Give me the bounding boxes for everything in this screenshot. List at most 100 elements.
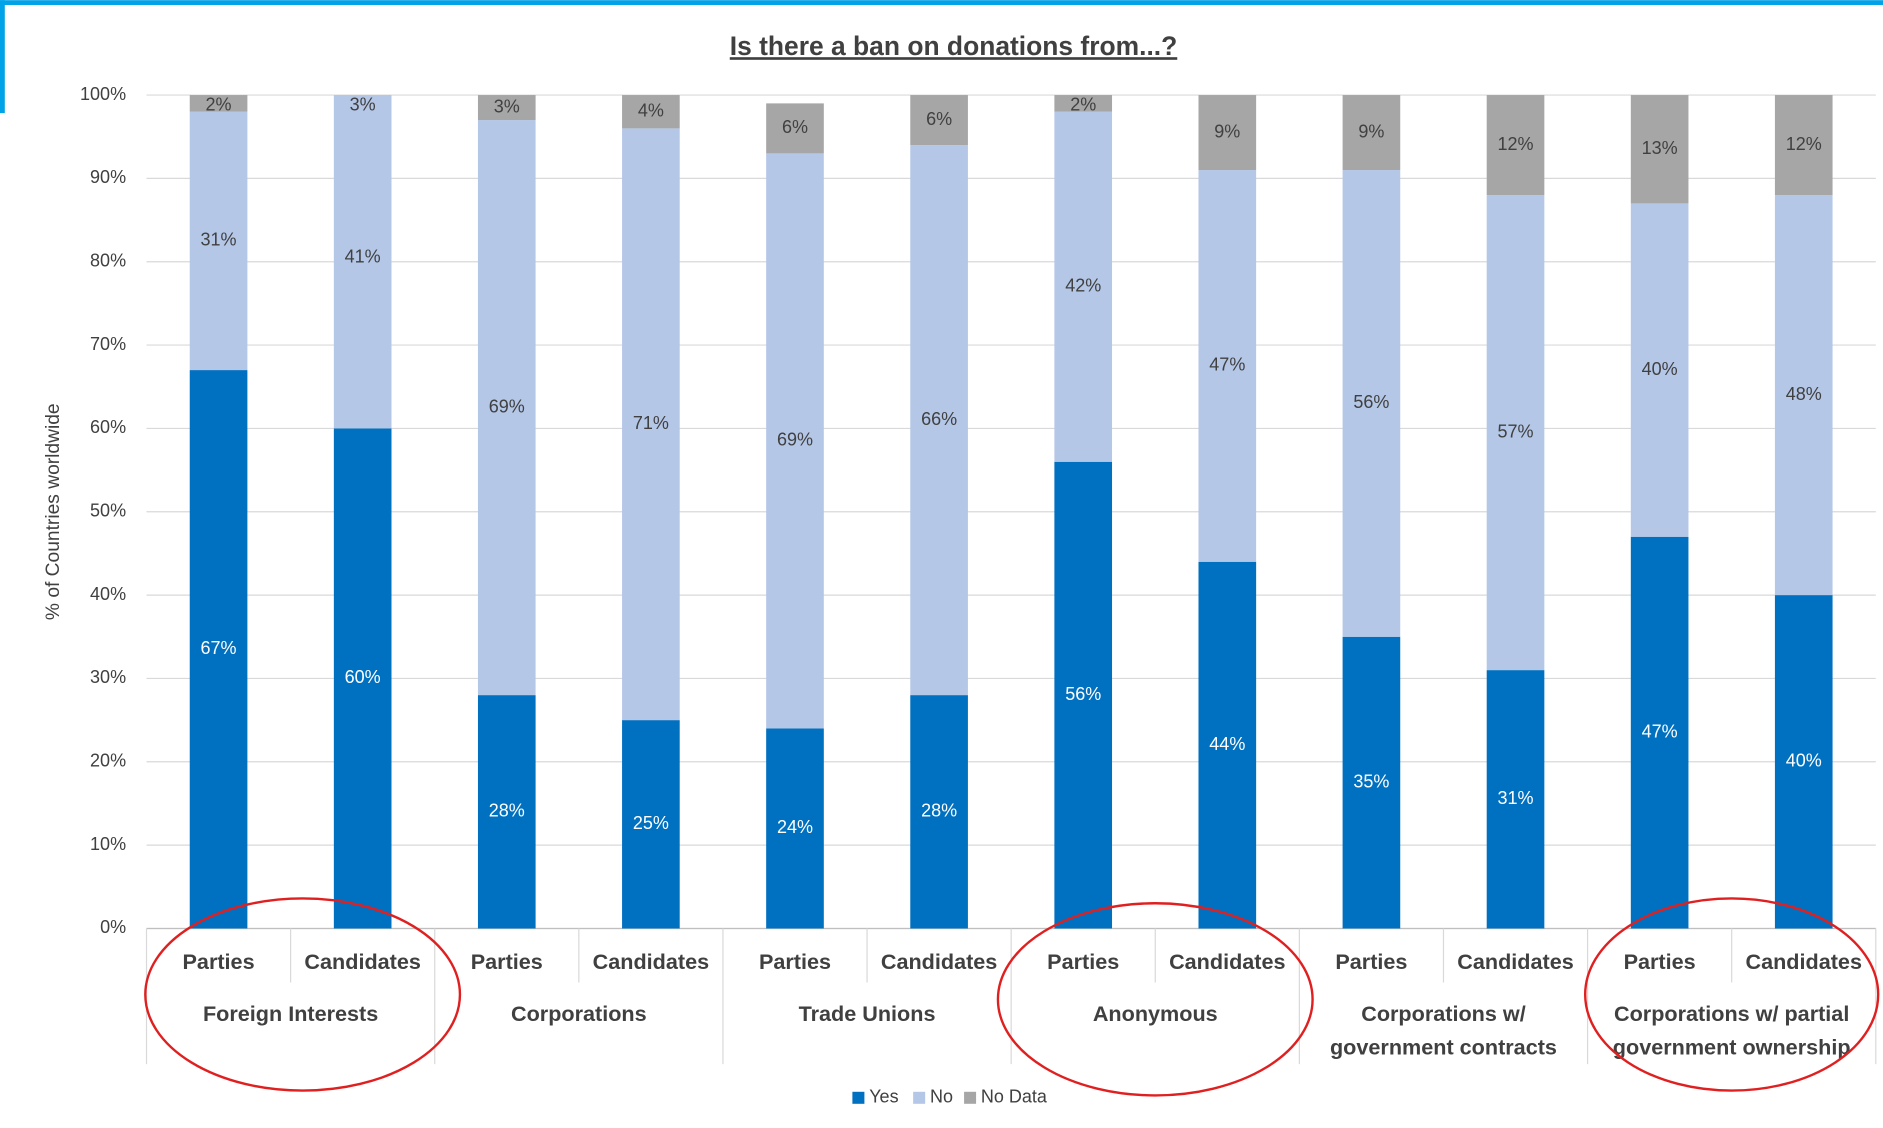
bar-segment bbox=[477, 120, 536, 696]
bar-segment bbox=[477, 95, 536, 121]
data-label: 41% bbox=[345, 246, 381, 266]
y-tick-label: 80% bbox=[90, 250, 126, 270]
bar-segment bbox=[189, 370, 248, 929]
x-tick-label: Parties bbox=[1335, 949, 1407, 974]
y-tick-label: 70% bbox=[90, 334, 126, 354]
legend-swatch bbox=[852, 1091, 865, 1104]
data-label: 47% bbox=[1209, 355, 1245, 375]
data-label: 6% bbox=[926, 109, 952, 129]
data-label: 44% bbox=[1209, 734, 1245, 754]
bar-segment bbox=[1630, 536, 1689, 929]
bar-segment bbox=[1486, 670, 1545, 929]
data-label: 9% bbox=[1358, 121, 1384, 141]
x-tick-label: Candidates bbox=[593, 949, 709, 974]
bar-segment bbox=[766, 153, 824, 729]
bar-segment bbox=[477, 695, 536, 929]
y-tick-label: 20% bbox=[90, 751, 126, 771]
data-label: 24% bbox=[777, 817, 813, 837]
bar-segment bbox=[333, 428, 392, 929]
data-label: 69% bbox=[489, 396, 525, 416]
legend-label: Yes bbox=[869, 1087, 898, 1107]
data-label: 48% bbox=[1786, 384, 1822, 404]
bar-segment bbox=[189, 111, 248, 371]
data-label: 2% bbox=[1070, 95, 1096, 115]
bar-segment bbox=[1342, 95, 1401, 171]
bar-segment bbox=[1774, 195, 1833, 596]
bar-segment bbox=[1486, 195, 1545, 671]
x-tick-label: Parties bbox=[759, 949, 831, 974]
group-label: Trade Unions bbox=[799, 1001, 936, 1026]
data-label: 13% bbox=[1642, 138, 1678, 158]
group-label: Foreign Interests bbox=[203, 1001, 378, 1026]
highlight-ellipse bbox=[144, 897, 462, 1092]
data-label: 47% bbox=[1642, 721, 1678, 741]
data-label: 12% bbox=[1498, 134, 1534, 154]
bar-segment bbox=[1630, 203, 1689, 537]
data-label: 3% bbox=[494, 96, 520, 116]
data-label: 28% bbox=[489, 801, 525, 821]
data-label: 25% bbox=[633, 813, 669, 833]
bar-segment bbox=[910, 95, 968, 146]
y-tick-label: 90% bbox=[90, 167, 126, 187]
data-label: 56% bbox=[1065, 684, 1101, 704]
bar-segment bbox=[189, 95, 248, 112]
data-label: 3% bbox=[350, 95, 376, 115]
bar-segment bbox=[334, 62, 392, 87]
bar-segment bbox=[333, 95, 392, 429]
bar-segment bbox=[1054, 111, 1113, 462]
data-label: 40% bbox=[1786, 751, 1822, 771]
group-label: Corporations w/government contracts bbox=[1330, 1001, 1557, 1060]
data-label: 67% bbox=[201, 638, 237, 658]
y-tick-label: 50% bbox=[90, 501, 126, 521]
data-label: 35% bbox=[1353, 771, 1389, 791]
data-label: 42% bbox=[1065, 275, 1101, 295]
bar-segment bbox=[1054, 461, 1113, 929]
y-tick-label: 10% bbox=[90, 834, 126, 854]
data-label: 31% bbox=[201, 230, 237, 250]
bar-segment bbox=[766, 103, 824, 154]
left-border bbox=[0, 0, 5, 114]
x-tick-label: Parties bbox=[1047, 949, 1119, 974]
data-label: 71% bbox=[633, 413, 669, 433]
y-tick-label: 30% bbox=[90, 667, 126, 687]
data-label: 66% bbox=[921, 409, 957, 429]
bar-segment bbox=[1774, 95, 1833, 196]
labels: 0% 10% 20% 30% 40% 50% 60% 70% 80% 90% 100% 67% 31% 2… bbox=[80, 84, 1862, 1107]
bar-segment bbox=[766, 728, 824, 929]
x-tick-label: Parties bbox=[183, 949, 255, 974]
group-label: Corporations w/ partial government owners… bbox=[1613, 1001, 1851, 1060]
data-label: 4% bbox=[638, 100, 664, 120]
y-axis-label: % of Countries worldwide bbox=[43, 403, 64, 620]
y-tick-label: 60% bbox=[90, 417, 126, 437]
bar-segment bbox=[1198, 170, 1257, 562]
bar-segment bbox=[1486, 95, 1545, 196]
bar-segment bbox=[622, 95, 680, 129]
chart-title: Is there a ban on donations from...? bbox=[730, 31, 1177, 61]
y-tick-label: 0% bbox=[100, 917, 126, 937]
y-tick-label: 100% bbox=[80, 84, 126, 104]
bars bbox=[189, 62, 1833, 929]
bar-segment bbox=[1774, 595, 1833, 929]
legend-label: No bbox=[930, 1087, 953, 1107]
highlight-ellipse bbox=[1583, 897, 1880, 1092]
group-label: Corporations bbox=[511, 1001, 647, 1026]
data-label: 31% bbox=[1498, 788, 1534, 808]
data-label: 57% bbox=[1498, 421, 1534, 441]
data-label: 9% bbox=[1214, 121, 1240, 141]
data-label: 12% bbox=[1786, 134, 1822, 154]
group-label: Anonymous bbox=[1093, 1001, 1218, 1026]
x-tick-label: Candidates bbox=[1169, 949, 1285, 974]
data-label: 60% bbox=[345, 667, 381, 687]
x-tick-label: Candidates bbox=[304, 949, 420, 974]
bar-segment bbox=[1198, 561, 1257, 929]
legend-swatch bbox=[913, 1091, 926, 1104]
x-tick-label: Candidates bbox=[881, 949, 997, 974]
x-tick-label: Candidates bbox=[1745, 949, 1861, 974]
data-label: 69% bbox=[777, 430, 813, 450]
grid bbox=[145, 94, 1877, 1065]
bar-segment bbox=[1630, 95, 1689, 204]
bar-segment bbox=[1054, 95, 1113, 112]
bar-segment bbox=[622, 720, 680, 929]
